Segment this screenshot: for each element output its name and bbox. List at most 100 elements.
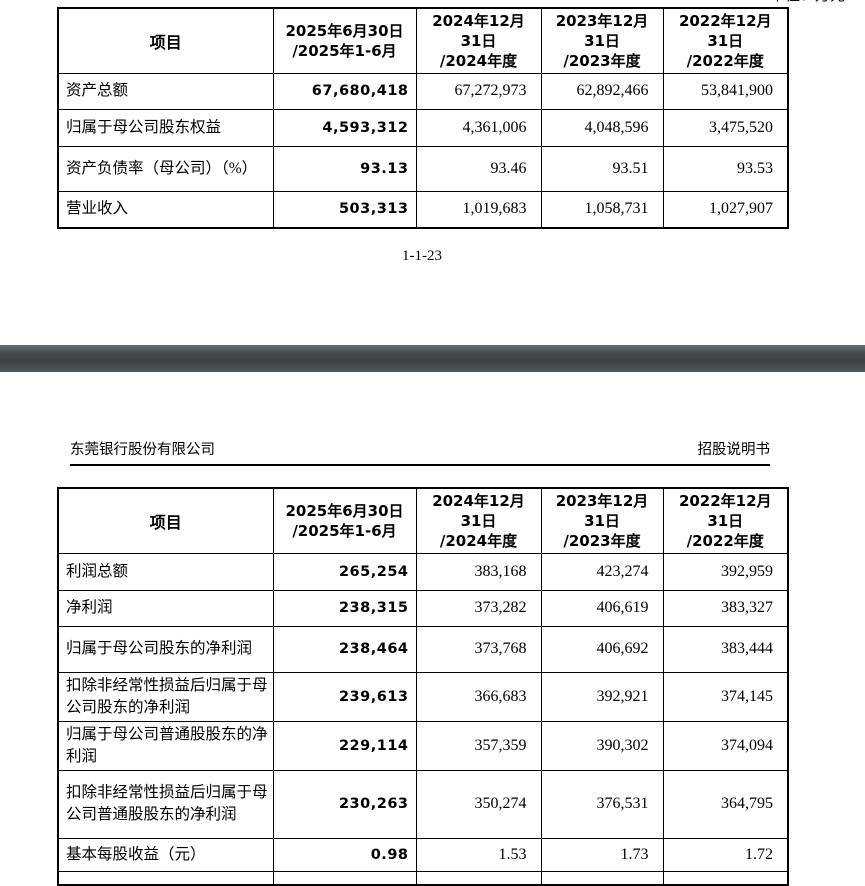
cell-value: 1,058,731: [540, 190, 664, 229]
row-label: 基本每股收益（元）: [57, 837, 274, 872]
table-row: 净利润 238,315 373,282 406,619 383,327: [57, 589, 789, 627]
running-header: 东莞银行股份有限公司 招股说明书: [70, 438, 770, 466]
cell-value: 1,019,683: [415, 190, 542, 229]
header-line: 31日: [460, 31, 497, 50]
cell-value: 364,795: [662, 769, 789, 839]
cell-value: 53,841,900: [662, 72, 789, 110]
cell-value: 374,094: [662, 720, 789, 771]
column-header-2024: 2024年12月 31日 /2024年度: [415, 7, 542, 74]
cell-value: 4,361,006: [415, 108, 542, 147]
table-row: 扣除非经常性损益后归属于母公司普通股股东的净利润 230,263 350,274…: [57, 769, 789, 839]
header-line: /2025年1-6月: [292, 521, 397, 540]
header-line: 31日: [707, 31, 744, 50]
header-line: 2023年12月: [555, 491, 649, 510]
table-row: 基本每股收益（元） 0.98 1.53 1.73 1.72: [57, 837, 789, 872]
column-header-item: 项目: [57, 487, 274, 554]
row-label: 资产总额: [57, 72, 274, 110]
cell-value: 392,921: [540, 671, 664, 722]
cell-value: 373,768: [415, 625, 542, 673]
cell-value: 350,274: [415, 769, 542, 839]
table-row-clipped: [57, 870, 789, 886]
cell-value: 1.73: [540, 837, 664, 872]
cell-value: 4,593,312: [272, 108, 417, 147]
cell-value: 383,168: [415, 552, 542, 591]
cell-value: 3,475,520: [662, 108, 789, 147]
column-header-2022: 2022年12月 31日 /2022年度: [662, 7, 789, 74]
page-separator-bar: [0, 345, 865, 372]
cell-value: 390,302: [540, 720, 664, 771]
cell-value: 392,959: [662, 552, 789, 591]
cell-value: 229,114: [272, 720, 417, 771]
header-line: 2025年6月30日: [285, 501, 404, 520]
header-line: /2024年度: [439, 51, 518, 70]
cell-value: 93.51: [540, 145, 664, 192]
column-header-2024: 2024年12月 31日 /2024年度: [415, 487, 542, 554]
header-line: 31日: [584, 31, 620, 50]
cell-value: 423,274: [540, 552, 664, 591]
table-row: 利润总额 265,254 383,168 423,274 392,959: [57, 552, 789, 591]
cell-value: 406,619: [540, 589, 664, 627]
cell-value: 374,145: [662, 671, 789, 722]
cell-value: 406,692: [540, 625, 664, 673]
table-row: 归属于母公司股东的净利润 238,464 373,768 406,692 383…: [57, 625, 789, 673]
page-number: 1-1-23: [402, 248, 442, 264]
cell-value: 376,531: [540, 769, 664, 839]
row-label: 扣除非经常性损益后归属于母公司股东的净利润: [57, 671, 274, 722]
cell-value: 93.46: [415, 145, 542, 192]
column-header-2025: 2025年6月30日 /2025年1-6月: [272, 487, 417, 554]
row-label: 营业收入: [57, 190, 274, 229]
column-header-2022: 2022年12月 31日 /2022年度: [662, 487, 789, 554]
header-line: 2023年12月: [555, 11, 649, 30]
column-header-item: 项目: [57, 7, 274, 74]
table-header-row: 项目 2025年6月30日 /2025年1-6月 2024年12月 31日 /2…: [57, 487, 789, 554]
document-type-label: 招股说明书: [697, 442, 771, 458]
cell-value: 366,683: [415, 671, 542, 722]
cell-value: [272, 870, 417, 886]
header-line: /2023年度: [563, 531, 641, 550]
cell-value: 265,254: [272, 552, 417, 591]
row-label: 扣除非经常性损益后归属于母公司普通股股东的净利润: [57, 769, 274, 839]
cell-value: [662, 870, 789, 886]
table-row: 资产负债率（母公司）（%） 93.13 93.46 93.51 93.53: [57, 145, 789, 192]
cell-value: 1,027,907: [662, 190, 789, 229]
cell-value: 4,048,596: [540, 108, 664, 147]
row-label: 归属于母公司股东权益: [57, 108, 274, 147]
cell-value: 93.13: [272, 145, 417, 192]
header-line: 2024年12月: [432, 491, 525, 510]
table-row: 归属于母公司股东权益 4,593,312 4,361,006 4,048,596…: [57, 108, 789, 147]
company-name: 东莞银行股份有限公司: [70, 442, 215, 458]
cell-value: 93.53: [662, 145, 789, 192]
cell-value: [540, 870, 664, 886]
cell-value: 238,315: [272, 589, 417, 627]
header-line: /2022年度: [686, 531, 764, 550]
cell-value: 0.98: [272, 837, 417, 872]
cell-value: 357,359: [415, 720, 542, 771]
cell-value: 1.53: [415, 837, 542, 872]
financial-table-assets: 项目 2025年6月30日 /2025年1-6月 2024年12月 31日 /2…: [57, 7, 789, 229]
column-header-2023: 2023年12月 31日 /2023年度: [540, 7, 664, 74]
header-line: /2025年1-6月: [292, 41, 397, 60]
row-label: 资产负债率（母公司）（%）: [57, 145, 274, 192]
cell-value: 373,282: [415, 589, 542, 627]
header-line: 31日: [707, 511, 744, 530]
cell-value: 67,680,418: [272, 72, 417, 110]
header-line: 31日: [584, 511, 620, 530]
cell-value: 230,263: [272, 769, 417, 839]
header-line: 2022年12月: [678, 11, 772, 30]
header-line: /2024年度: [439, 531, 518, 550]
header-line: 2025年6月30日: [285, 21, 404, 40]
row-label: 归属于母公司股东的净利润: [57, 625, 274, 673]
header-line: 2022年12月: [678, 491, 772, 510]
cell-value: 1.72: [662, 837, 789, 872]
row-label: 净利润: [57, 589, 274, 627]
cell-value: 383,444: [662, 625, 789, 673]
header-line: 2024年12月: [432, 11, 525, 30]
row-label: 归属于母公司普通股股东的净利润: [57, 720, 274, 771]
unit-note-clipped: 单位：万元: [0, 0, 845, 4]
table-header-row: 项目 2025年6月30日 /2025年1-6月 2024年12月 31日 /2…: [57, 7, 789, 74]
table-row: 归属于母公司普通股股东的净利润 229,114 357,359 390,302 …: [57, 720, 789, 771]
cell-value: 383,327: [662, 589, 789, 627]
column-header-2025: 2025年6月30日 /2025年1-6月: [272, 7, 417, 74]
cell-value: 239,613: [272, 671, 417, 722]
